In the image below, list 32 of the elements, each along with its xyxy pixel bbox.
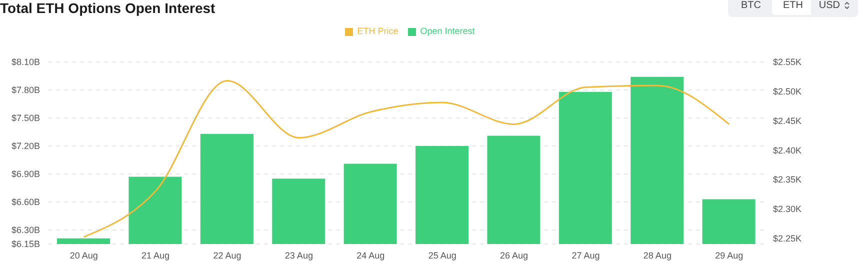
chart-title: Total ETH Options Open Interest [0,0,216,16]
x-tick-label: 28 Aug [643,250,672,260]
text: BTC [740,0,762,13]
y2-tick-label: $2.25K [773,233,802,244]
x-tick-label: 22 Aug [213,250,242,260]
x-tick-label: 20 Aug [70,250,98,260]
y-tick-label: $6.15B [11,239,40,250]
x-tick-label: 21 Aug [142,250,170,260]
x-tick-label: 25 Aug [428,250,456,260]
x-tick-label: 26 Aug [500,250,528,260]
y-tick-label: $7.50B [11,113,40,124]
y2-tick-label: $2.40K [773,145,802,156]
legend-label: ETH Price [357,26,398,36]
y-tick-label: $6.60B [11,197,40,208]
x-tick-label: 23 Aug [284,250,313,260]
y2-tick-label: $2.35K [773,174,802,185]
y2-tick-label: $2.45K [773,116,802,126]
y-tick-label: $7.80B [11,85,40,96]
y2-tick-label: $2.30K [773,204,802,214]
y-tick-label: $6.30B [11,225,40,236]
text: USD [810,0,858,17]
y-tick-label: $6.90B [11,169,40,180]
x-tick-label: 29 Aug [715,250,744,260]
y2-tick-label: $2.55K [773,57,802,68]
y2-tick-label: $2.50K [773,86,802,97]
text: ETH [772,0,814,15]
x-tick-label: 24 Aug [356,250,385,260]
legend-label: Open Interest [420,26,475,36]
line-series [83,80,730,238]
y-tick-label: $8.10B [11,57,40,68]
y-tick-label: $7.20B [11,141,40,152]
x-tick-label: 27 Aug [572,250,600,260]
